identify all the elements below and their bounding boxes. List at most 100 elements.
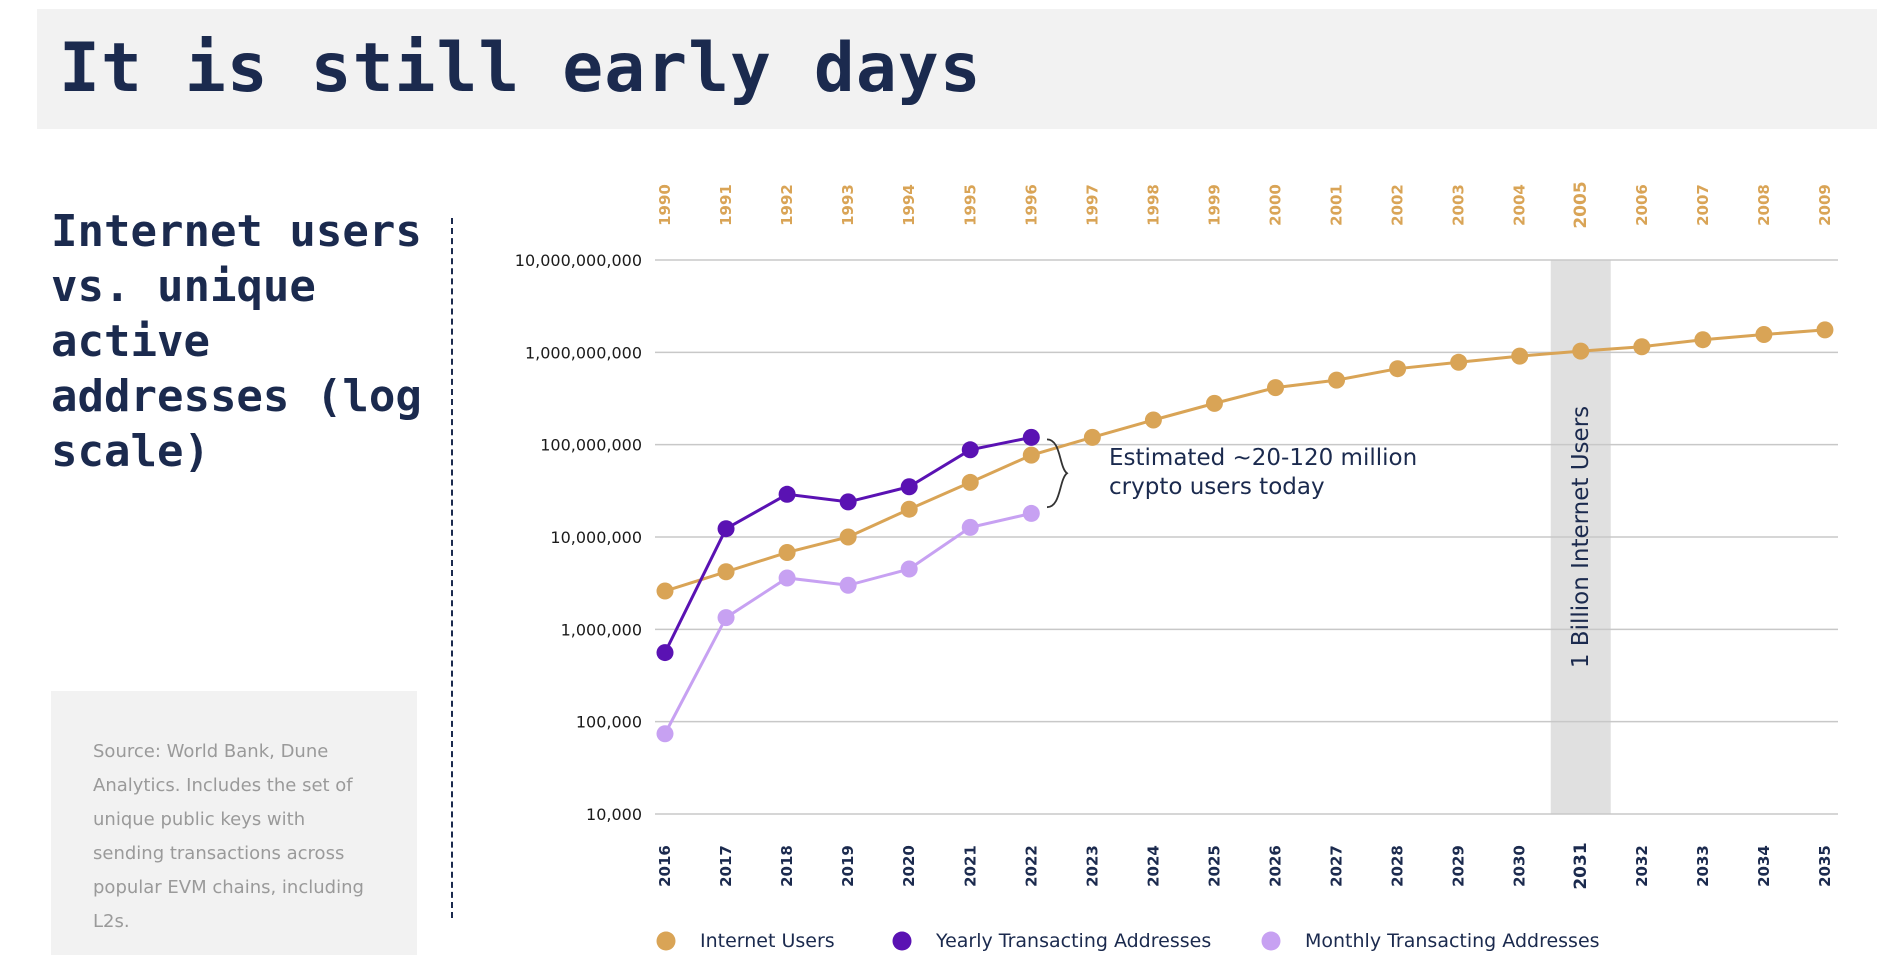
data-point: [717, 563, 735, 581]
data-point: [778, 569, 796, 587]
chart-subtitle: Internet users vs. unique active address…: [51, 206, 422, 477]
x-tick-label-top: 2002: [1389, 184, 1407, 226]
series-line: [663, 511, 1032, 735]
series-line: [664, 328, 1826, 593]
data-point: [1205, 394, 1223, 412]
data-point: [1755, 326, 1773, 344]
data-point: [900, 560, 918, 578]
data-point: [1144, 411, 1162, 429]
data-point: [1816, 321, 1834, 339]
data-point: [656, 725, 674, 743]
data-point: [717, 520, 735, 538]
x-tick-label-top: 1990: [656, 184, 674, 226]
y-tick-label: 100,000: [576, 713, 642, 732]
x-tick-label-top: 2003: [1450, 184, 1468, 226]
x-tick-label-bottom: 2025: [1205, 845, 1223, 887]
annotation-text: Estimated ~20-120 million: [1109, 445, 1417, 471]
data-point: [656, 644, 674, 662]
data-point: [961, 518, 979, 536]
x-tick-label-top: 1997: [1083, 184, 1101, 226]
data-point: [900, 478, 918, 496]
data-point: [1083, 428, 1101, 446]
data-point: [839, 493, 857, 511]
x-tick-label-bottom: 2035: [1816, 845, 1834, 887]
y-tick-label: 1,000,000,000: [525, 343, 642, 362]
data-point: [1450, 353, 1468, 371]
y-tick-label: 10,000,000,000: [515, 251, 642, 270]
x-tick-label-bottom: 2033: [1694, 845, 1712, 887]
x-tick-label-bottom: 2021: [961, 845, 979, 887]
data-point: [778, 543, 796, 561]
x-tick-label-bottom: 2018: [778, 845, 796, 887]
vertical-divider: [451, 218, 453, 918]
data-point: [717, 609, 735, 627]
x-tick-label-top: 2000: [1267, 184, 1285, 226]
x-tick-label-top: 1999: [1205, 184, 1223, 226]
x-tick-label-bottom: 2032: [1633, 845, 1651, 887]
annotation-text: crypto users today: [1109, 474, 1325, 500]
annotation-brace: [1046, 438, 1069, 509]
data-point: [1572, 342, 1590, 360]
legend-marker: [656, 931, 676, 951]
data-point: [1022, 428, 1040, 446]
x-tick-label-bottom: 2027: [1328, 845, 1346, 887]
x-tick-label-top: 2005: [1571, 181, 1591, 228]
data-point: [839, 576, 857, 594]
x-tick-label-bottom: 2028: [1389, 845, 1407, 887]
x-tick-label-bottom: 2034: [1755, 845, 1773, 887]
source-note: Source: World Bank, Dune Analytics. Incl…: [93, 741, 364, 932]
x-tick-label-top: 2001: [1328, 184, 1346, 226]
data-point: [778, 485, 796, 503]
legend-label: Internet Users: [700, 930, 835, 952]
x-tick-label-top: 1994: [900, 184, 918, 226]
legend-marker: [892, 931, 912, 951]
data-point: [900, 500, 918, 518]
x-tick-label-bottom: 2026: [1267, 845, 1285, 887]
y-tick-label: 10,000: [586, 805, 642, 824]
x-tick-label-top: 1992: [778, 184, 796, 226]
y-tick-label: 1,000,000: [561, 620, 642, 639]
y-tick-label: 10,000,000: [550, 528, 642, 547]
data-point: [656, 582, 674, 600]
x-tick-label-top: 2006: [1633, 184, 1651, 226]
title-bar: It is still early days: [37, 9, 1877, 129]
x-tick-label-top: 2008: [1755, 184, 1773, 226]
legend-marker: [1261, 931, 1281, 951]
y-tick-label: 100,000,000: [540, 436, 642, 455]
data-point: [1389, 360, 1407, 378]
data-point: [1633, 338, 1651, 356]
x-tick-label-top: 2007: [1694, 184, 1712, 226]
highlight-label: 1 Billion Internet Users: [1568, 406, 1594, 668]
data-point: [839, 528, 857, 546]
legend-label: Monthly Transacting Addresses: [1305, 930, 1600, 952]
x-tick-label-top: 1993: [839, 184, 857, 226]
x-tick-label-bottom: 2020: [900, 845, 918, 887]
x-tick-label-bottom: 2017: [717, 845, 735, 887]
legend-label: Yearly Transacting Addresses: [935, 930, 1211, 952]
x-tick-label-top: 2004: [1511, 184, 1529, 226]
data-point: [1694, 331, 1712, 349]
x-tick-label-bottom: 2024: [1144, 845, 1162, 887]
data-point: [1328, 371, 1346, 389]
x-tick-label-bottom: 2031: [1571, 842, 1591, 889]
x-tick-label-top: 1998: [1144, 184, 1162, 226]
x-tick-label-top: 1996: [1022, 184, 1040, 226]
data-point: [1022, 446, 1040, 464]
data-point: [961, 441, 979, 459]
data-point: [1022, 504, 1040, 522]
x-tick-label-bottom: 2023: [1083, 845, 1101, 887]
x-tick-label-bottom: 2016: [656, 845, 674, 887]
x-tick-label-bottom: 2029: [1450, 845, 1468, 887]
data-point: [1511, 347, 1529, 365]
x-tick-label-bottom: 2022: [1022, 845, 1040, 887]
source-box: Source: World Bank, Dune Analytics. Incl…: [51, 691, 417, 955]
page-title: It is still early days: [59, 29, 982, 108]
x-tick-label-bottom: 2019: [839, 845, 857, 887]
x-tick-label-top: 1995: [961, 184, 979, 226]
x-tick-label-top: 2009: [1816, 184, 1834, 226]
x-tick-label-bottom: 2030: [1511, 845, 1529, 887]
data-point: [1267, 379, 1284, 397]
data-point: [961, 473, 979, 491]
x-tick-label-top: 1991: [717, 184, 735, 226]
